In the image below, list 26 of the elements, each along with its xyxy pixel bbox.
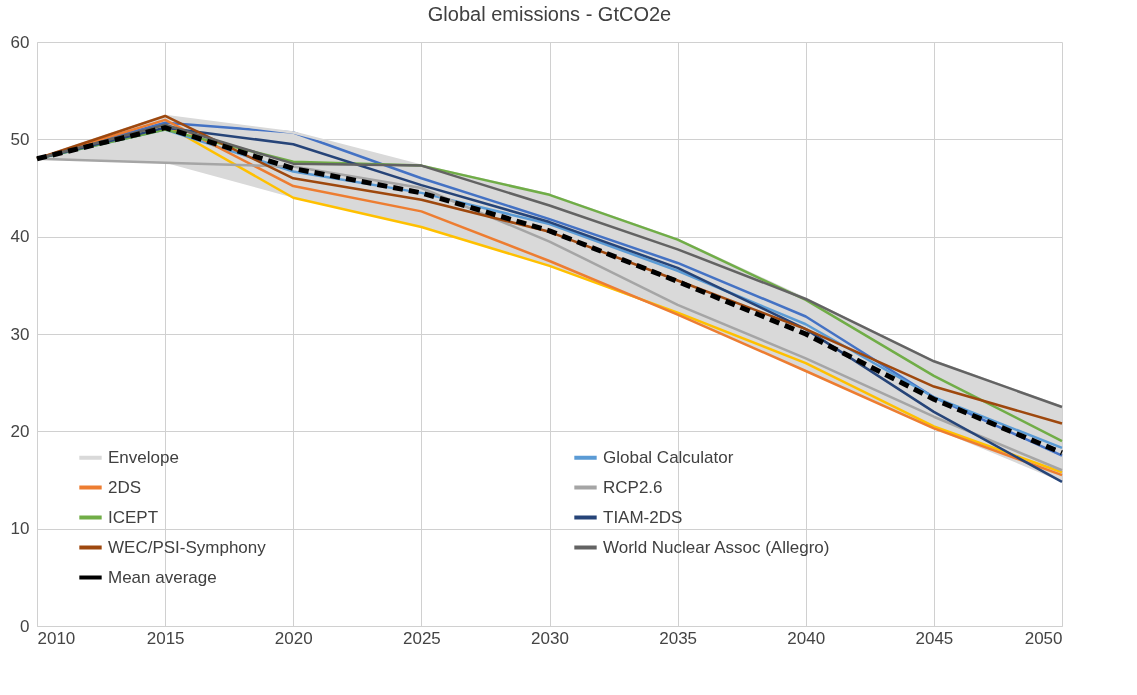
y-tick-label: 60 <box>10 32 30 52</box>
x-tick-label: 2035 <box>659 628 698 648</box>
y-tick-label: 0 <box>20 616 30 636</box>
x-tick-label: 2015 <box>146 628 185 648</box>
y-tick-label: 20 <box>10 421 30 441</box>
legend-label: Global Calculator <box>603 447 734 467</box>
legend-label: World Nuclear Assoc (Allegro) <box>603 537 830 557</box>
x-tick-label: 2045 <box>915 628 954 648</box>
legend-label: Envelope <box>108 447 179 467</box>
x-tick-label: 2040 <box>787 628 826 648</box>
chart-title: Global emissions - GtCO2e <box>427 3 672 25</box>
legend-label: TIAM-2DS <box>603 507 683 527</box>
x-tick-label: 2050 <box>1024 628 1063 648</box>
y-tick-label: 40 <box>10 227 30 247</box>
x-tick-label: 2030 <box>531 628 569 648</box>
legend-label: RCP2.6 <box>603 477 663 497</box>
legend-label: Mean average <box>108 567 217 587</box>
legend-label: ICEPT <box>108 507 159 527</box>
y-tick-label: 10 <box>10 519 30 539</box>
x-tick-label: 2025 <box>402 628 441 648</box>
legend-label: 2DS <box>108 477 142 497</box>
legend-label: WEC/PSI-Symphony <box>108 537 267 557</box>
x-tick-label: 2020 <box>274 628 313 648</box>
x-tick-label: 2010 <box>37 628 76 648</box>
y-tick-label: 50 <box>10 129 30 149</box>
y-tick-label: 30 <box>10 324 30 344</box>
